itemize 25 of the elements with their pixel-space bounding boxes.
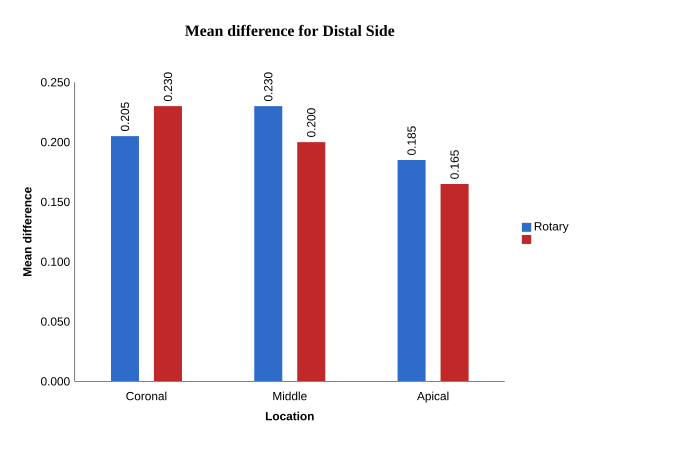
bar: [254, 106, 282, 382]
chart-title: Mean difference for Distal Side: [185, 24, 394, 36]
data-label: 0.205: [120, 102, 130, 132]
data-label: 0.200: [307, 108, 316, 138]
data-label: 0.230: [164, 72, 172, 102]
y-axis-title: Mean difference: [22, 187, 32, 276]
data-label: 0.230: [264, 72, 272, 102]
y-tick-label: 0.050: [41, 318, 70, 326]
bar: [297, 142, 326, 382]
bar: [398, 160, 426, 382]
y-tick-label: 0.250: [41, 78, 70, 87]
bar: [110, 136, 139, 382]
y-tick-label: 0.000: [41, 377, 70, 386]
x-axis-title: Location: [266, 412, 314, 421]
y-tick-label: 0.200: [41, 138, 70, 146]
x-tick-label: Middle: [273, 392, 307, 400]
bar: [440, 184, 469, 382]
data-label: 0.165: [450, 150, 459, 180]
y-tick-label: 0.150: [41, 198, 70, 206]
x-tick-label: Apical: [417, 392, 448, 403]
bar: [154, 106, 182, 382]
y-tick-label: 0.100: [41, 258, 70, 266]
data-label: 0.185: [407, 126, 416, 156]
legend-label: Rotary: [534, 222, 569, 234]
x-tick-label: Coronal: [126, 392, 166, 400]
